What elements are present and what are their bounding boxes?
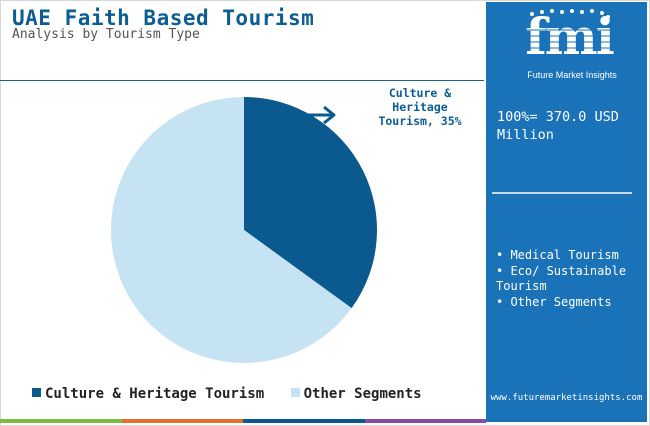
footer-bar-segment xyxy=(0,419,122,423)
list-item: Other Segments xyxy=(496,295,646,311)
panel-divider xyxy=(492,192,632,194)
footer-bar-segment xyxy=(364,419,486,423)
header-divider xyxy=(0,80,484,81)
legend-label: Other Segments xyxy=(303,386,422,402)
pie-chart-svg xyxy=(110,97,377,364)
legend-label: Culture & Heritage Tourism xyxy=(45,386,265,402)
logo-tagline: Future Market Insights xyxy=(527,70,617,80)
pie-slice-other-segments xyxy=(110,97,352,364)
fmi-logo: fmi Future Market Insights xyxy=(504,7,634,82)
logo-wordmark: fmi xyxy=(525,8,613,60)
chart-title: UAE Faith Based Tourism xyxy=(12,6,315,30)
pie-slices xyxy=(110,97,377,364)
legend-item-culture-heritage: Culture & Heritage Tourism xyxy=(32,386,264,402)
list-item: Medical Tourism xyxy=(496,248,646,264)
callout-arrow-icon xyxy=(302,105,336,125)
legend-item-other-segments: Other Segments xyxy=(290,386,422,402)
footer-color-bar xyxy=(0,419,486,423)
market-total: 100%= 370.0 USD Million xyxy=(497,109,619,143)
info-panel: fmi Future Market Insights 100%= 370.0 U… xyxy=(486,2,647,422)
other-segments-list: Medical Tourism Eco/ Sustainable Tourism… xyxy=(496,248,646,310)
pie-chart xyxy=(0,82,484,382)
footer-bar-segment xyxy=(243,419,365,423)
slice-callout-label: Culture & Heritage Tourism, 35% xyxy=(378,86,462,128)
legend-swatch xyxy=(290,388,300,397)
fmi-logo-icon: fmi xyxy=(512,7,624,66)
footer-bar-segment xyxy=(121,419,243,423)
list-item: Eco/ Sustainable Tourism xyxy=(496,264,646,295)
pie-slice-culture-heritage-tourism xyxy=(244,97,377,309)
website-link[interactable]: www.futuremarketinsights.com xyxy=(490,393,643,403)
chart-subtitle: Analysis by Tourism Type xyxy=(12,27,200,42)
chart-legend: Culture & Heritage Tourism Other Segment… xyxy=(32,386,440,402)
legend-swatch xyxy=(32,388,41,397)
